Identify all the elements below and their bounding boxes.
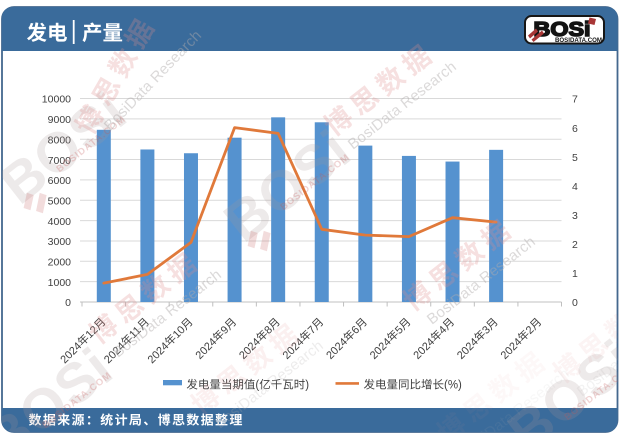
svg-text:(%): (%) xyxy=(444,380,462,392)
svg-text:2000: 2000 xyxy=(48,257,72,269)
svg-text:3: 3 xyxy=(572,210,578,222)
svg-text:BOSi: BOSi xyxy=(534,19,591,41)
svg-text:10000: 10000 xyxy=(42,94,71,106)
svg-text:6000: 6000 xyxy=(48,175,72,187)
svg-text:5: 5 xyxy=(572,152,578,164)
svg-text:7000: 7000 xyxy=(48,155,72,167)
svg-text:4000: 4000 xyxy=(48,216,72,228)
svg-text:1: 1 xyxy=(572,268,578,280)
svg-text:(: ( xyxy=(255,380,259,392)
svg-text:8000: 8000 xyxy=(48,134,72,146)
svg-text:4: 4 xyxy=(572,181,578,193)
svg-text:BOSIDATA.COM: BOSIDATA.COM xyxy=(555,37,602,44)
svg-text:): ) xyxy=(305,380,309,392)
svg-text:1000: 1000 xyxy=(48,277,72,289)
svg-text:6: 6 xyxy=(572,123,578,135)
svg-text:9000: 9000 xyxy=(48,114,72,126)
svg-text:5000: 5000 xyxy=(48,195,72,207)
svg-text:0: 0 xyxy=(65,297,71,309)
svg-text:0: 0 xyxy=(572,297,578,309)
svg-text:3000: 3000 xyxy=(48,236,72,248)
svg-text:7: 7 xyxy=(572,94,578,106)
svg-text:2: 2 xyxy=(572,239,578,251)
